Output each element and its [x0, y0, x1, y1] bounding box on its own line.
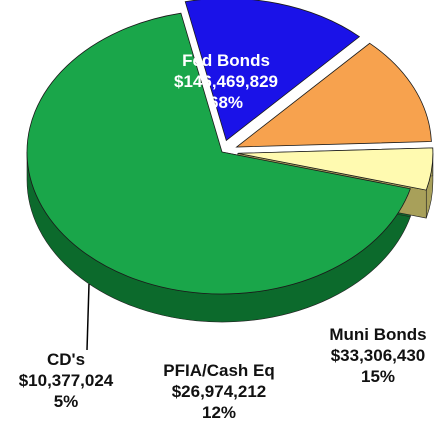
slice-fed-bonds	[26, 12, 411, 295]
slice-value-pfia-cash-eq: $26,974,212	[172, 382, 267, 401]
slice-cd-s	[237, 147, 434, 191]
slice-label-pfia-cash-eq: PFIA/Cash Eq	[163, 361, 274, 380]
slice-muni-bonds	[184, 0, 361, 142]
slice-labels: Fed Bonds $146,469,829 68% Muni Bonds $33,30…	[19, 51, 427, 422]
slice-label-cd-s: CD's	[47, 350, 85, 369]
slice-percent-cd-s: 5%	[54, 392, 79, 411]
leader-lines	[86, 283, 90, 351]
pie-slices	[26, 0, 434, 295]
slice-percent-muni-bonds: 15%	[361, 367, 395, 386]
slice-value-fed-bonds: $146,469,829	[174, 72, 278, 91]
slice-value-cd-s: $10,377,024	[19, 371, 114, 390]
leader-line-cd-s	[86, 283, 90, 351]
slice-percent-fed-bonds: 68%	[209, 93, 243, 112]
slice-label-fed-bonds: Fed Bonds	[182, 51, 270, 70]
slice-label-muni-bonds: Muni Bonds	[329, 325, 426, 344]
slice-percent-pfia-cash-eq: 12%	[202, 403, 236, 422]
slice-value-muni-bonds: $33,306,430	[331, 346, 426, 365]
slice-pfia-cash-eq	[235, 42, 432, 148]
